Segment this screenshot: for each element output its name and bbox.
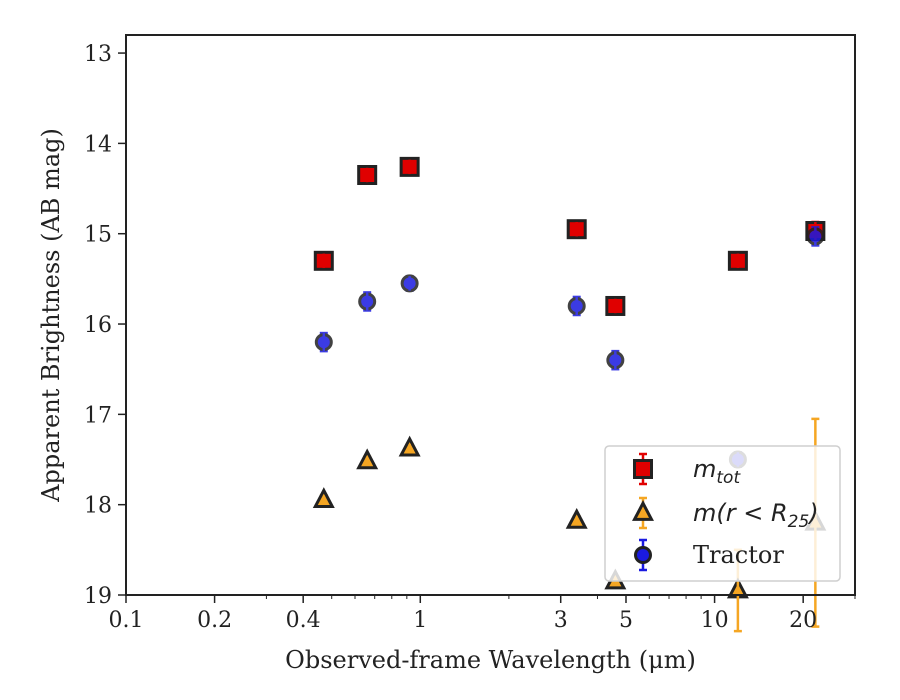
x-tick-label: 0.1	[109, 608, 144, 633]
circle-marker	[634, 546, 652, 564]
series-square	[313, 156, 826, 316]
y-tick-label: 14	[84, 132, 112, 157]
y-tick-label: 18	[84, 494, 112, 519]
y-axis-label: Apparent Brightness (AB mag)	[37, 128, 65, 503]
legend-entry: Tractor	[634, 538, 784, 572]
legend-entry: m(r < R25)	[632, 496, 819, 532]
legend: mtot m(r < R25) Tractor	[604, 445, 841, 582]
legend-label: Tractor	[693, 541, 784, 569]
y-tick-label: 15	[84, 223, 112, 248]
y-tick-label: 17	[84, 403, 112, 428]
x-tick-label: 3	[554, 608, 568, 633]
square-marker	[633, 459, 653, 479]
y-tick-label: 19	[84, 584, 112, 609]
y-tick-label: 16	[84, 313, 112, 338]
legend-box	[604, 445, 841, 582]
legend-entry: mtot	[633, 452, 741, 488]
x-tick-label: 0.2	[197, 608, 232, 633]
y-tick-label: 13	[84, 42, 112, 67]
x-axis-label: Observed-frame Wavelength (μm)	[285, 646, 696, 674]
legend-label: m(r < R25)	[693, 499, 819, 532]
legend-label: mtot	[693, 455, 741, 488]
triangle-marker	[632, 500, 654, 521]
x-tick-label: 10	[701, 608, 729, 633]
x-tick-label: 0.4	[286, 608, 321, 633]
plot-frame	[125, 34, 856, 596]
x-tick-label: 20	[789, 608, 817, 633]
x-tick-label: 5	[619, 608, 633, 633]
x-tick-label: 1	[413, 608, 427, 633]
